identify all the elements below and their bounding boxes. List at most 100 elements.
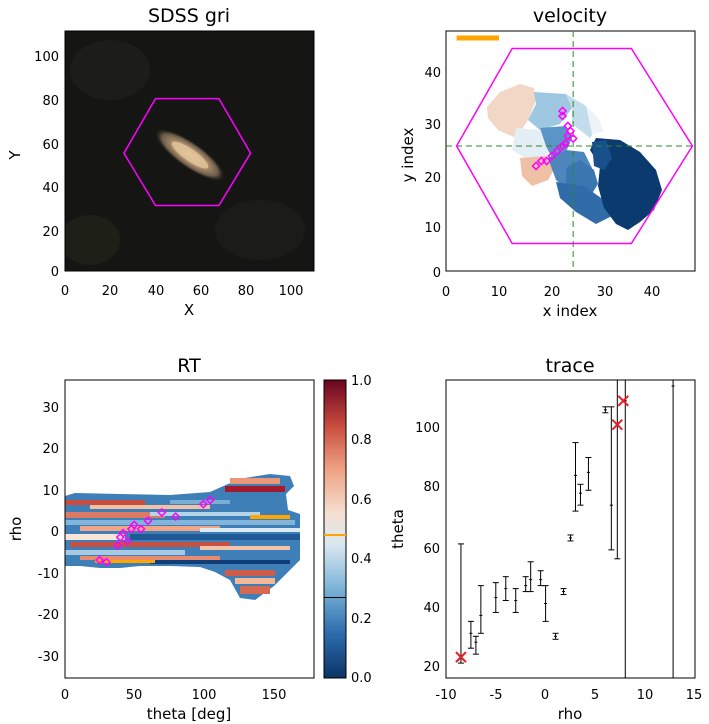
trace-xlabel: rho — [558, 705, 583, 723]
velocity-ytick: 20 — [424, 171, 441, 186]
rt-xlabel: theta [deg] — [147, 705, 231, 723]
rt-panel: RT — [7, 355, 372, 723]
sdss-xtick: 80 — [238, 284, 255, 299]
trace-ytick: 100 — [415, 421, 440, 436]
sdss-ytick: 60 — [42, 138, 59, 153]
velocity-ytick: 40 — [424, 66, 441, 81]
trace-title: trace — [545, 355, 594, 377]
colorbar-tick: 0.6 — [351, 493, 372, 508]
trace-xtick: 5 — [591, 688, 599, 703]
trace-x-ticks: -10 -5 0 5 10 15 — [435, 688, 702, 703]
velocity-marker — [536, 156, 546, 166]
velocity-xtick: 30 — [597, 285, 614, 300]
trace-cross — [617, 395, 629, 407]
rt-ytick: -10 — [38, 567, 59, 582]
trace-errorbars — [455, 380, 675, 678]
sdss-xtick: 0 — [61, 284, 69, 299]
trace-cross — [611, 418, 624, 431]
sdss-ytick: 0 — [51, 265, 59, 280]
trace-ytick: 80 — [423, 480, 440, 495]
velocity-marker — [557, 141, 568, 151]
sdss-ytick: 20 — [42, 225, 59, 240]
velocity-ytick: 0 — [433, 266, 441, 281]
sdss-ytick: 100 — [34, 50, 59, 65]
rt-ytick: 30 — [42, 401, 59, 416]
rt-marker — [94, 555, 105, 565]
sdss-image — [65, 31, 314, 271]
rt-marker — [205, 495, 215, 505]
rt-xtick: 100 — [192, 688, 217, 703]
velocity-marker — [560, 138, 570, 149]
velocity-marker — [547, 151, 557, 161]
sdss-xtick: 40 — [148, 284, 165, 299]
rt-frame — [64, 379, 315, 679]
velocity-marker — [568, 133, 578, 144]
velocity-markers — [531, 106, 578, 171]
trace-xtick: -10 — [435, 688, 456, 703]
sdss-panel: SDSS gri 0 20 40 60 80 100 0 20 40 60 80… — [6, 5, 315, 319]
rt-xtick: 0 — [61, 688, 69, 703]
velocity-panel: velocity 0 10 20 30 40 — [399, 5, 696, 320]
trace-ylabel: theta — [389, 509, 407, 549]
sdss-xtick: 100 — [279, 284, 304, 299]
rt-marker — [101, 557, 112, 567]
rt-marker — [143, 516, 153, 526]
velocity-marker — [531, 161, 541, 171]
colorbar-tick: 0.8 — [351, 433, 372, 448]
trace-frame — [445, 379, 696, 679]
trace-ytick: 40 — [423, 601, 440, 616]
velocity-marker — [557, 111, 568, 121]
velocity-title: velocity — [533, 5, 607, 27]
rt-marker — [122, 536, 132, 547]
sdss-xtick: 60 — [193, 284, 210, 299]
velocity-ylabel: y index — [399, 128, 417, 183]
rt-marker — [171, 511, 181, 522]
trace-xtick: -5 — [490, 688, 503, 703]
sdss-y-ticks: 0 20 40 60 80 100 — [34, 50, 59, 280]
trace-y-ticks: 20 40 60 80 100 — [415, 421, 440, 675]
velocity-marker — [557, 106, 568, 116]
rt-marker — [118, 528, 128, 538]
velocity-xlabel: x index — [543, 302, 598, 320]
rt-y-ticks: -30 -20 -10 0 10 20 30 — [38, 401, 59, 665]
sdss-x-ticks: 0 20 40 60 80 100 — [61, 284, 304, 299]
sdss-xlabel: X — [184, 301, 194, 319]
rt-map — [65, 474, 300, 600]
rt-ytick: 20 — [42, 442, 59, 457]
rt-ytick: 10 — [42, 484, 59, 499]
sdss-xtick: 20 — [102, 284, 119, 299]
velocity-ytick: 10 — [424, 221, 441, 236]
sdss-frame — [64, 30, 315, 272]
velocity-xtick: 10 — [491, 285, 508, 300]
sdss-ylabel: Y — [6, 150, 24, 161]
velocity-marker — [542, 156, 552, 166]
trace-ytick: 20 — [423, 660, 440, 675]
rt-title: RT — [177, 355, 201, 377]
rt-x-ticks: 0 50 100 150 — [61, 688, 287, 703]
velocity-y-ticks: 0 10 20 30 40 — [424, 66, 441, 281]
rt-ytick: 0 — [51, 525, 59, 540]
trace-cross — [455, 651, 467, 663]
velocity-frame — [445, 30, 696, 272]
rt-colorbar: 0.0 0.2 0.4 0.6 0.8 1.0 — [323, 374, 372, 686]
sdss-hexagon — [123, 97, 252, 207]
sdss-ytick: 80 — [42, 94, 59, 109]
rt-xtick: 150 — [262, 688, 287, 703]
trace-ytick: 60 — [423, 542, 440, 557]
rt-marker — [129, 520, 139, 530]
velocity-x-ticks: 0 10 20 30 40 — [442, 285, 660, 300]
rt-ylabel: rho — [7, 517, 25, 542]
rt-xtick: 50 — [126, 688, 143, 703]
rt-marker — [157, 507, 167, 518]
sdss-ytick: 40 — [42, 181, 59, 196]
rt-ytick: -20 — [38, 608, 59, 623]
trace-xtick: 10 — [637, 688, 654, 703]
velocity-map — [487, 84, 662, 230]
rt-marker — [112, 540, 123, 551]
velocity-marker — [563, 121, 573, 131]
colorbar-tick: 0.4 — [351, 552, 372, 567]
colorbar-tick: 1.0 — [351, 374, 372, 389]
trace-xtick: 15 — [686, 688, 703, 703]
velocity-hexagon — [455, 47, 694, 245]
